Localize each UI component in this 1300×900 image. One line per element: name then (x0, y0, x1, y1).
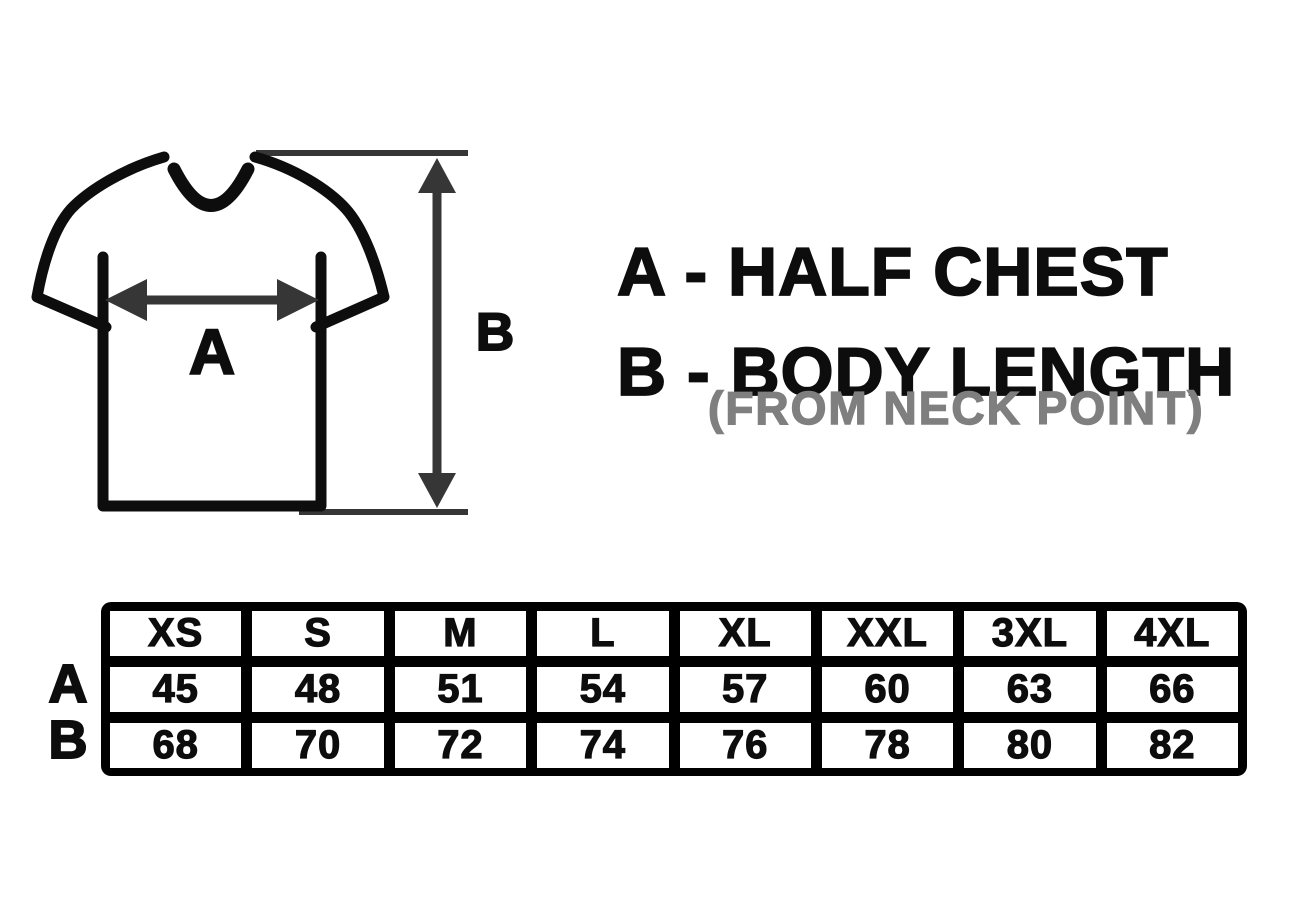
length-arrow (418, 158, 456, 508)
half-chest-cell: 63 (964, 666, 1096, 712)
legend-neck-point-note: (FROM NECK POINT) (707, 382, 1205, 434)
table-row-label-b: B (48, 710, 89, 770)
tshirt-left-sleeve (31, 151, 170, 333)
size-header-cell: XL (679, 610, 811, 656)
length-arrow-bottom-head (418, 473, 456, 508)
size-header-cell: 4XL (1106, 610, 1238, 656)
body-length-cell: 80 (964, 722, 1096, 768)
body-length-cell: 70 (252, 722, 384, 768)
half-chest-cell: 57 (679, 666, 811, 712)
tshirt-collar (167, 162, 255, 212)
chest-arrow (105, 279, 319, 321)
chest-arrow-right-head (277, 279, 319, 321)
size-header-cell: S (252, 610, 384, 656)
body-length-cell: 76 (679, 722, 811, 768)
size-header-cell: XS (110, 610, 242, 656)
tshirt-right-sleeve (249, 151, 390, 333)
chest-arrow-left-head (105, 279, 147, 321)
table-row-label-a: A (48, 654, 89, 714)
size-header-cell: XXL (821, 610, 954, 656)
size-header-cell: L (537, 610, 669, 656)
legend-half-chest: A - HALF CHEST (616, 234, 1169, 310)
body-length-cell: 74 (537, 722, 669, 768)
body-length-cell: 82 (1106, 722, 1238, 768)
size-header-cell: 3XL (964, 610, 1096, 656)
half-chest-cell: 54 (537, 666, 669, 712)
size-table-grid: XS S M L XL XXL 3XL 4XL 45 48 51 54 57 60 63 66 68 70 72 74… (101, 602, 1247, 776)
body-length-cell: 78 (821, 722, 954, 768)
half-chest-cell: 66 (1106, 666, 1238, 712)
size-header-cell: M (394, 610, 527, 656)
legend-body-length: B - BODY LENGTH (616, 334, 1236, 410)
half-chest-cell: 60 (821, 666, 954, 712)
tshirt-body-outline (97, 251, 327, 512)
half-chest-cell: 51 (394, 666, 527, 712)
length-arrow-label: B (476, 303, 514, 362)
length-arrow-top-head (418, 158, 456, 193)
body-length-cell: 72 (394, 722, 527, 768)
half-chest-cell: 48 (252, 666, 384, 712)
half-chest-cell: 45 (110, 666, 242, 712)
body-length-cell: 68 (110, 722, 242, 768)
chest-arrow-label: A (189, 316, 235, 388)
